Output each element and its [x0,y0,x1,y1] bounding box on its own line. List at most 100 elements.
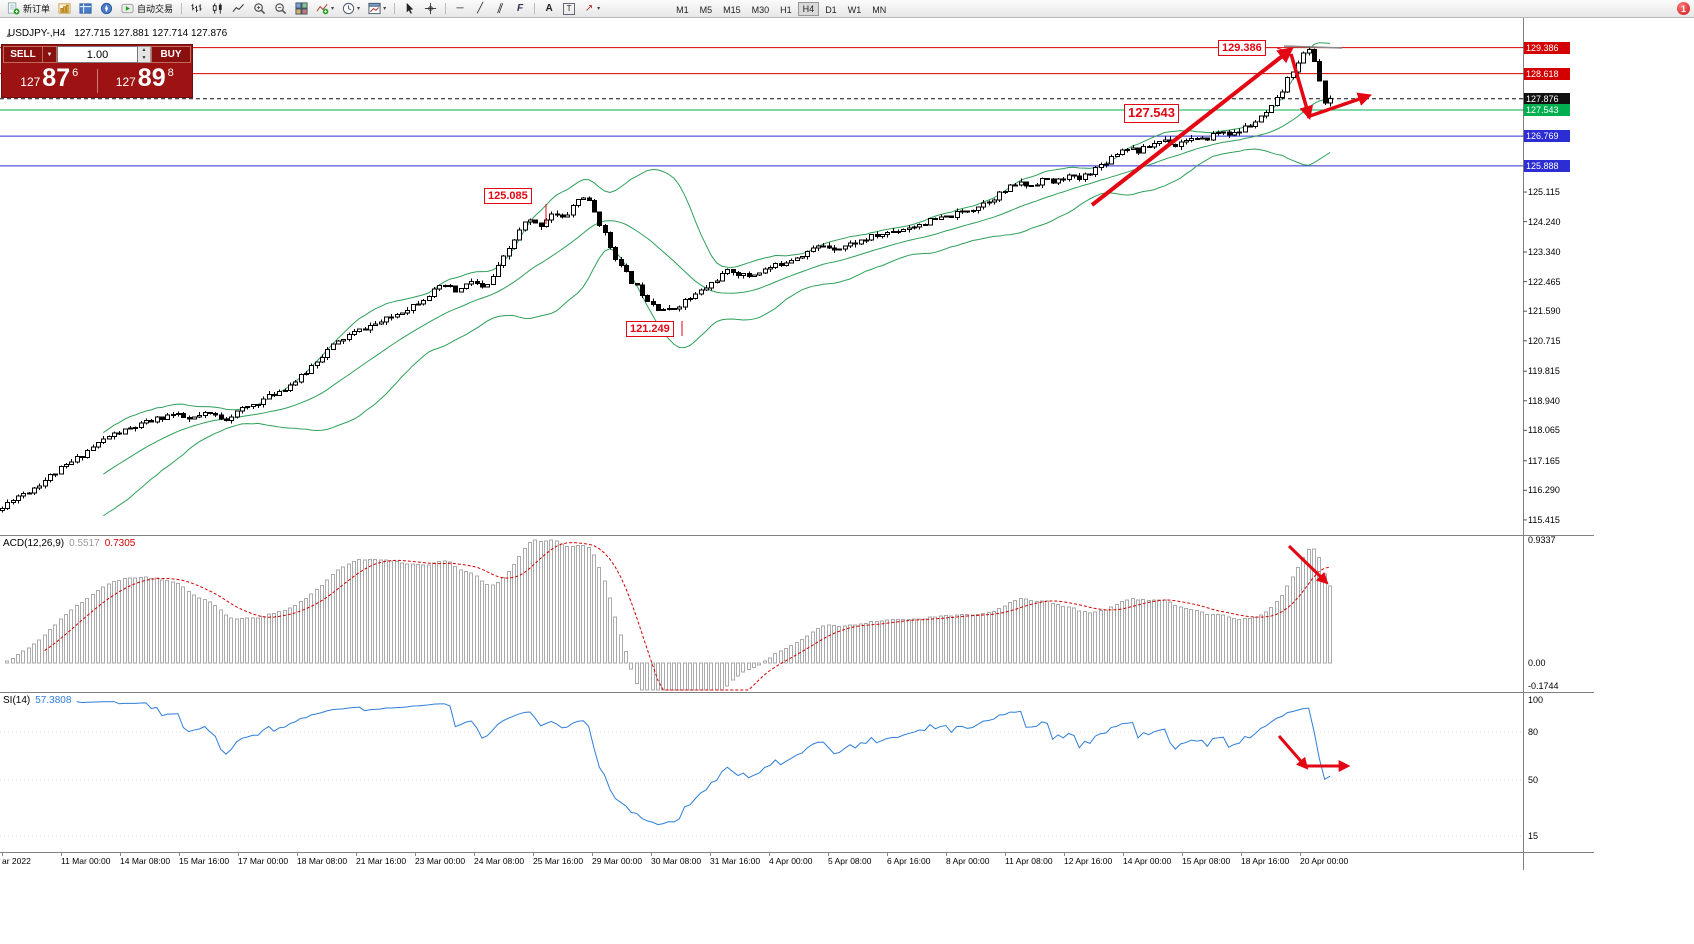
trendline-icon: ╱ [477,3,484,14]
volume-increase-button[interactable]: ▲ [141,47,147,54]
cursor-icon [406,2,414,14]
trend-arrow[interactable] [1277,735,1309,770]
bar-chart-mode-button[interactable] [187,1,206,16]
time-axis-label: 6 Apr 16:00 [887,856,931,866]
chart-title: USDJPY-,H4 127.715 127.881 127.714 127.8… [8,28,227,39]
zoom-out-icon [275,3,287,15]
notification-badge[interactable]: 1 [1677,2,1690,15]
sell-button[interactable]: SELL [3,46,43,63]
trend-arrow[interactable] [1306,92,1372,119]
time-axis-label: 29 Mar 00:00 [592,856,643,866]
crosshair-button[interactable] [421,1,440,16]
price-level-label-126.769: 126.769 [1524,130,1570,143]
navigator-button[interactable] [97,1,116,16]
price-tick-label: 117.165 [1528,455,1560,466]
time-axis-label: 12 Apr 16:00 [1064,856,1113,866]
fibonacci-button[interactable]: F [511,1,529,16]
macd-histogram [5,539,1332,691]
periods-button[interactable]: ▾ [339,1,363,16]
templates-button[interactable]: ▾ [365,1,389,16]
text-label-icon: T [563,2,576,15]
templates-icon [368,2,381,15]
chart-window[interactable]: USDJPY-,H4 127.715 127.881 127.714 127.8… [0,18,1594,870]
bid-pip-digit: 6 [72,67,79,80]
price-annotation-label[interactable]: 125.085 [484,188,532,205]
candlestick-mode-button[interactable] [208,1,227,16]
time-axis-label: 20 Apr 00:00 [1300,856,1349,866]
timeframe-d1-button[interactable]: D1 [825,4,837,15]
symbol-period-label: USDJPY-,H4 [8,28,66,39]
timeframe-m1-button[interactable]: M1 [676,4,689,15]
macd-title-label: ACD(12,26,9) [3,538,65,549]
price-level-label-125.888: 125.888 [1524,159,1570,172]
new-chart-button[interactable] [55,1,74,16]
autotrade-button[interactable]: 自动交易 [118,1,176,16]
new-order-label: 新订单 [23,4,51,14]
ask-pip-digit: 8 [167,67,174,80]
volume-dropdown[interactable]: ▼ [43,46,57,63]
autotrade-label: 自动交易 [137,4,174,14]
price-tick-label: 119.815 [1528,366,1560,377]
one-click-collapse-arrow[interactable]: ▲ [5,32,12,39]
bollinger-lower-band[interactable] [103,148,1331,517]
price-annotation-label[interactable]: 127.543 [1124,104,1179,123]
arrows-tool-button[interactable]: ↗ ▾ [580,1,603,16]
volume-decrease-button[interactable]: ▼ [141,54,147,61]
price-tick-label: 122.465 [1528,276,1561,287]
rsi-line[interactable] [76,701,1331,826]
trend-arrow[interactable] [1090,47,1294,207]
timeframe-m5-button[interactable]: M5 [699,4,713,15]
timeframe-mn-button[interactable]: MN [872,4,887,15]
market-watch-icon [79,3,92,14]
bid-price[interactable]: 127 87 6 [2,66,97,92]
ask-price[interactable]: 127 89 8 [98,66,193,92]
chart-canvas[interactable] [0,18,1594,870]
cursor-button[interactable] [400,1,419,16]
market-watch-button[interactable] [76,1,95,16]
time-axis-label: 23 Mar 00:00 [415,856,466,866]
price-annotation-label[interactable]: 129.386 [1218,40,1266,57]
volume-input[interactable] [57,46,138,63]
price-annotation-label[interactable]: 121.249 [626,321,674,338]
time-axis-label: 14 Mar 08:00 [120,856,171,866]
one-click-top-row: SELL ▼ ▲ ▼ BUY [2,45,192,64]
horizontal-line-button[interactable]: ─ [451,1,469,16]
trend-arrow[interactable] [1289,53,1313,121]
horizontal-line-icon: ─ [456,3,464,14]
zoom-in-icon [254,3,266,15]
equidistant-channel-button[interactable]: ∥ [491,1,509,16]
tile-windows-button[interactable] [292,1,311,16]
time-axis-label: 4 Apr 00:00 [769,856,813,866]
line-chart-mode-button[interactable] [229,1,248,16]
trend-arrow[interactable] [1287,544,1329,585]
macd-signal-line[interactable] [44,542,1331,691]
new-order-button[interactable]: 新订单 [4,1,53,16]
timeframe-m30-button[interactable]: M30 [751,4,770,15]
rsi-title-label: SI(14) [3,695,31,706]
timeframe-w1-button[interactable]: W1 [847,4,862,15]
candles-layer [0,46,1333,513]
gray-trendline[interactable] [1283,45,1343,49]
timeframe-m15-button[interactable]: M15 [723,4,741,15]
price-tick-label: 123.340 [1528,247,1561,258]
rsi-axis-label: 15 [1528,831,1539,841]
time-axis-label: 5 Apr 08:00 [828,856,872,866]
text-label-button[interactable]: T [560,1,578,16]
buy-button[interactable]: BUY [151,46,191,63]
toolbar-separator [394,3,396,14]
arrows-caret-icon: ▾ [597,6,601,12]
indicators-button[interactable]: ▾ [313,1,337,16]
periods-clock-icon [342,2,355,15]
trendline-button[interactable]: ╱ [471,1,489,16]
macd-signal-value-label: 0.7305 [104,538,136,549]
text-tool-button[interactable]: A [540,1,558,16]
timeframe-toolbar: M1 M5 M15 M30 H1 H4 D1 W1 MN [671,1,891,16]
timeframe-h1-button[interactable]: H1 [780,4,792,15]
bollinger-middle-band[interactable] [103,97,1331,475]
timeframe-h4-button[interactable]: H4 [797,1,820,16]
zoom-out-button[interactable] [271,1,290,16]
price-level-label-129.386: 129.386 [1524,41,1570,54]
price-tick-label: 116.290 [1528,485,1560,496]
zoom-in-button[interactable] [250,1,269,16]
